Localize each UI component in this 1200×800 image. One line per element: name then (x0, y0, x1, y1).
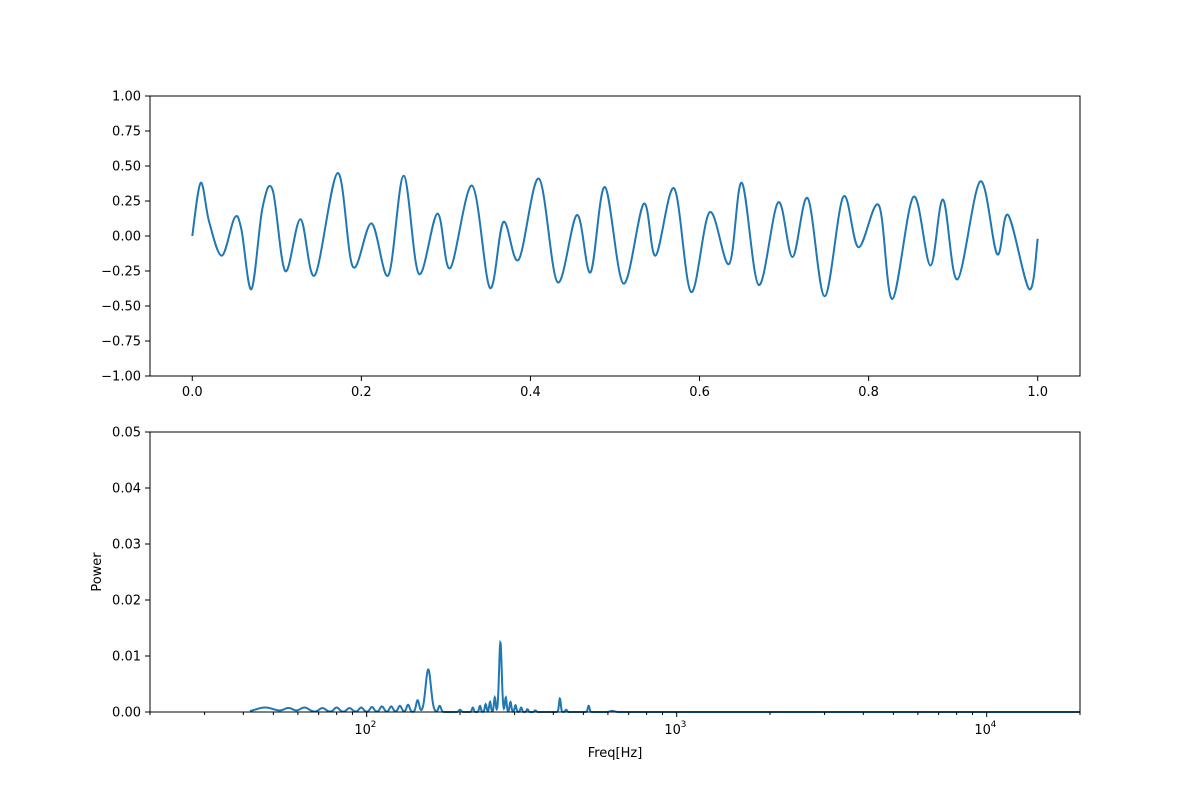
bottom-chart: 10 2 10 3 10 40.000.010.020.030.040.05Freq[Hz… (90, 426, 1081, 761)
y-tick-label: −0.50 (101, 300, 141, 315)
y-tick-label: 0.04 (112, 482, 141, 497)
x-tick-label: 0.8 (858, 385, 879, 400)
x-tick-label: 0.0 (182, 385, 203, 400)
x-tick-label: 10 (664, 723, 681, 738)
x-tick-label: 10 (974, 723, 991, 738)
x-tick-label: 0.2 (351, 385, 372, 400)
y-tick-label: −0.25 (101, 265, 141, 280)
power-spectrum-line (249, 639, 1080, 713)
y-tick-label: 0.02 (112, 594, 141, 609)
x-tick-label: 0.6 (689, 385, 710, 400)
x-tick-label: 10 (354, 723, 371, 738)
x-tick-exponent: 4 (991, 720, 997, 730)
y-tick-label: 0.25 (112, 195, 141, 210)
signal-line (191, 171, 1039, 301)
x-tick-label: 0.4 (520, 385, 541, 400)
y-tick-label: −0.75 (101, 335, 141, 350)
y-tick-label: 0.05 (112, 426, 141, 441)
y-tick-label: 0.03 (112, 538, 141, 553)
bottom-axes-frame (149, 431, 1081, 713)
y-tick-label: 0.50 (112, 160, 141, 175)
y-tick-label: 0.01 (112, 650, 141, 665)
y-tick-label: 0.75 (112, 125, 141, 140)
x-tick-exponent: 3 (681, 720, 687, 730)
y-tick-label: 0.00 (112, 230, 141, 245)
y-axis-label: Power (90, 552, 105, 592)
y-tick-label: −1.00 (101, 370, 141, 385)
x-axis-label: Freq[Hz] (588, 746, 643, 761)
top-chart: 0.0 0.2 0.4 0.6 0.8 1.0 −1.00 −0.75 −0.50 −0.25 0.… (101, 90, 1081, 400)
top-axes-frame (149, 95, 1081, 377)
y-tick-label: 0.00 (112, 706, 141, 721)
x-tick-exponent: 2 (371, 720, 377, 730)
x-tick-label: 1.0 (1027, 385, 1048, 400)
y-tick-label: 1.00 (112, 90, 141, 105)
